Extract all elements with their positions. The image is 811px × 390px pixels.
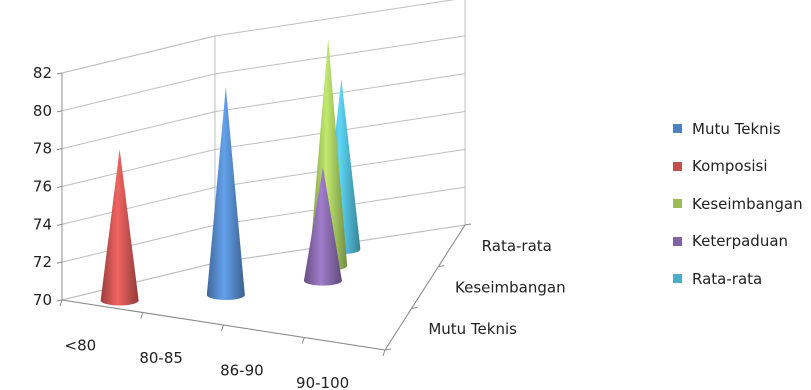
legend: Mutu Teknis Komposisi Keseimbangan Keterpad… bbox=[673, 119, 803, 307]
legend-item: Komposisi bbox=[673, 157, 803, 176]
depth-tick-label: Rata-rata bbox=[482, 237, 552, 255]
x-tick bbox=[382, 349, 386, 357]
y-tick-label: 78 bbox=[33, 140, 52, 158]
legend-item: Mutu Teknis bbox=[673, 119, 803, 138]
depth-axis-line bbox=[384, 224, 466, 351]
depth-tick bbox=[411, 306, 418, 309]
legend-label: Keterpaduan bbox=[692, 232, 789, 250]
legend-swatch bbox=[673, 161, 682, 171]
legend-swatch bbox=[673, 124, 682, 133]
x-tick-label: 80-85 bbox=[139, 349, 183, 367]
x-tick bbox=[221, 324, 224, 332]
legend-item: Rata-rata bbox=[673, 269, 803, 288]
y-tick bbox=[56, 223, 63, 226]
x-tick bbox=[140, 312, 144, 319]
y-tick-label: 74 bbox=[33, 215, 52, 233]
y-tick bbox=[56, 148, 63, 151]
gridline bbox=[61, 35, 466, 112]
y-tick-label: 76 bbox=[33, 178, 52, 196]
x-tick bbox=[301, 337, 305, 344]
legend-item: Keterpaduan bbox=[673, 232, 803, 251]
legend-swatch bbox=[673, 236, 682, 246]
depth-tick bbox=[438, 265, 445, 268]
legend-swatch bbox=[673, 274, 682, 283]
x-tick-label: <80 bbox=[65, 336, 97, 354]
gridline bbox=[61, 73, 466, 150]
cone-mutu-teknis bbox=[206, 86, 245, 300]
y-tick-label: 70 bbox=[33, 291, 52, 309]
cone-komposisi bbox=[100, 149, 139, 306]
depth-tick-labels: Mutu Teknis Keseimbangan Rata-rata bbox=[384, 223, 566, 351]
legend-item: Keseimbangan bbox=[673, 194, 803, 213]
legend-label: Rata-rata bbox=[692, 269, 763, 288]
y-tick-label: 80 bbox=[33, 102, 52, 120]
y-tick-labels: 70 72 74 76 78 80 82 bbox=[33, 64, 63, 309]
x-tick bbox=[59, 299, 63, 307]
gridline bbox=[61, 0, 456, 74]
depth-tick-label: Keseimbangan bbox=[455, 279, 566, 297]
y-tick-label: 72 bbox=[33, 253, 52, 271]
y-tick bbox=[56, 72, 63, 75]
x-tick-labels: <80 80-85 86-90 90-100 bbox=[59, 299, 386, 390]
y-tick bbox=[56, 186, 63, 188]
cones bbox=[100, 38, 361, 306]
cone-keterpaduan bbox=[303, 167, 342, 286]
x-tick-label: 86-90 bbox=[220, 361, 264, 379]
y-tick bbox=[56, 110, 63, 113]
depth-tick bbox=[384, 348, 392, 351]
depth-tick-label: Mutu Teknis bbox=[428, 320, 517, 338]
legend-label: Komposisi bbox=[692, 157, 768, 175]
depth-tick bbox=[464, 223, 472, 226]
y-tick-label: 82 bbox=[33, 64, 52, 82]
legend-swatch bbox=[673, 199, 682, 208]
y-tick bbox=[56, 261, 63, 264]
legend-label: Mutu Teknis bbox=[692, 119, 781, 138]
x-tick-label: 90-100 bbox=[296, 374, 349, 390]
legend-label: Keseimbangan bbox=[692, 194, 803, 213]
y-tick bbox=[56, 299, 63, 302]
